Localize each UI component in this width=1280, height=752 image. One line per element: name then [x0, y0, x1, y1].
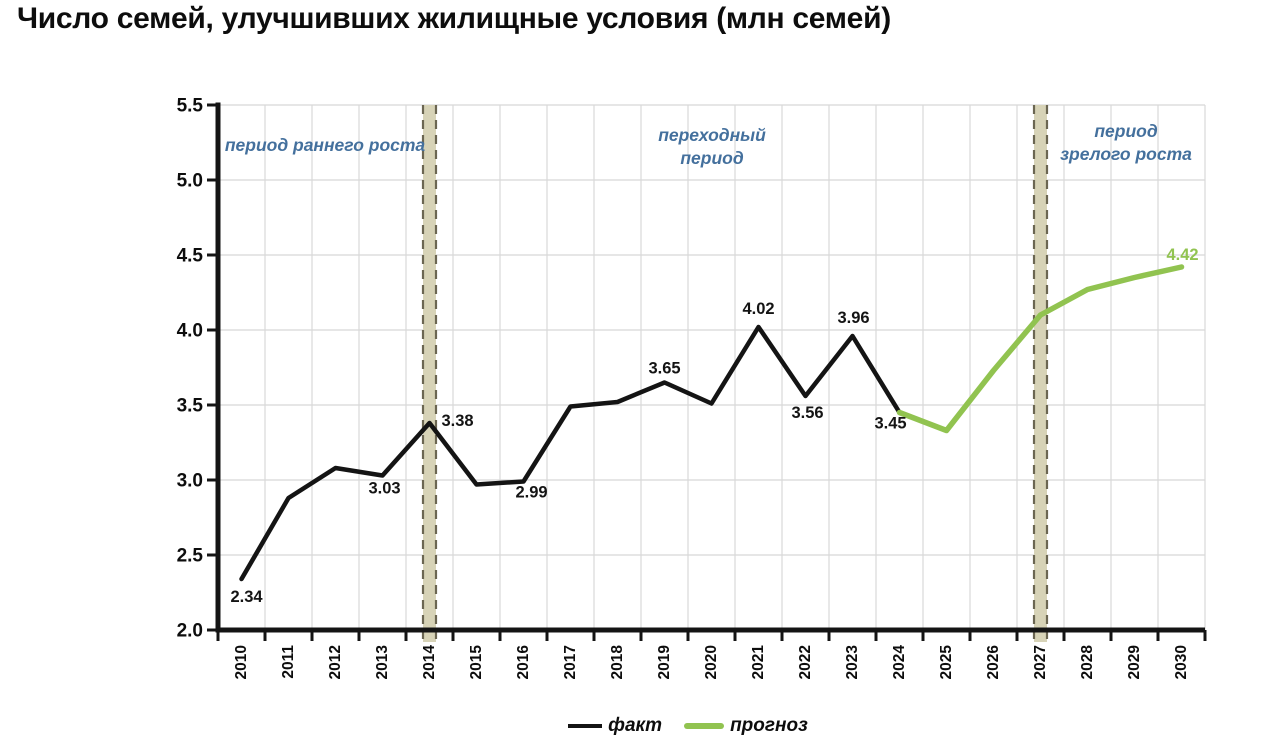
y-tick-label: 2.5	[177, 546, 204, 567]
x-tick-label: 2014	[421, 645, 438, 680]
period-annotation: период	[1094, 121, 1157, 141]
x-tick-label: 2012	[327, 645, 344, 679]
x-tick-label: 2020	[703, 645, 720, 679]
x-tick-label: 2018	[609, 645, 626, 680]
x-tick-label: 2024	[891, 645, 908, 680]
period-annotation: период	[680, 148, 743, 168]
x-tick-label: 2030	[1173, 645, 1190, 679]
y-tick-label: 4.5	[177, 246, 204, 267]
forecast-line	[896, 264, 1185, 434]
y-tick-label: 5.0	[177, 171, 203, 192]
x-tick-label: 2010	[233, 645, 250, 679]
point-label-2022: 3.56	[791, 404, 823, 422]
legend-item-fact: факт	[568, 715, 662, 737]
legend-label-fact: факт	[608, 715, 663, 736]
y-tick-label: 4.0	[177, 321, 203, 342]
x-tick-label: 2027	[1032, 645, 1049, 679]
y-tick-label: 3.0	[177, 471, 203, 492]
legend-item-forecast: прогноз	[684, 715, 808, 737]
chart-legend: факт прогноз	[96, 706, 1280, 746]
point-label-2030: 4.42	[1166, 246, 1198, 264]
x-tick-label: 2023	[844, 645, 861, 680]
legend-label-forecast: прогноз	[730, 715, 808, 736]
period-annotation: период раннего роста	[225, 135, 426, 155]
forecast-line-swatch	[684, 723, 725, 729]
y-tick-label: 3.5	[177, 396, 204, 417]
point-label-2013: 3.03	[368, 480, 400, 498]
period-divider-band	[423, 105, 436, 642]
x-tick-label: 2015	[468, 645, 485, 680]
period-divider-band	[1034, 105, 1047, 642]
x-tick-label: 2013	[374, 645, 391, 680]
point-label-2021: 4.02	[742, 300, 774, 318]
x-tick-label: 2028	[1079, 645, 1096, 680]
point-label-2023: 3.96	[837, 309, 869, 327]
y-tick-label: 5.5	[177, 96, 204, 117]
fact-line-swatch	[568, 724, 603, 728]
y-tick-label: 2.0	[177, 621, 203, 642]
x-tick-label: 2022	[797, 645, 814, 679]
x-tick-label: 2021	[750, 645, 767, 680]
x-tick-label: 2019	[656, 645, 673, 680]
period-annotation: переходный	[658, 125, 766, 145]
point-label-2014: 3.38	[442, 412, 474, 430]
point-label-2010: 2.34	[230, 588, 263, 606]
period-annotation: зрелого роста	[1060, 144, 1192, 164]
x-tick-label: 2026	[985, 645, 1002, 680]
point-label-2016: 2.99	[515, 484, 547, 502]
chart-title: Число семей, улучшивших жилищные условия…	[17, 2, 891, 35]
x-tick-label: 2017	[562, 645, 579, 679]
x-tick-label: 2029	[1126, 645, 1143, 680]
fact-line	[239, 324, 902, 582]
x-tick-label: 2011	[280, 645, 297, 679]
x-tick-label: 2016	[515, 645, 532, 680]
point-label-2024: 3.45	[874, 415, 906, 433]
x-tick-label: 2025	[938, 645, 955, 680]
point-label-2019: 3.65	[648, 360, 680, 378]
